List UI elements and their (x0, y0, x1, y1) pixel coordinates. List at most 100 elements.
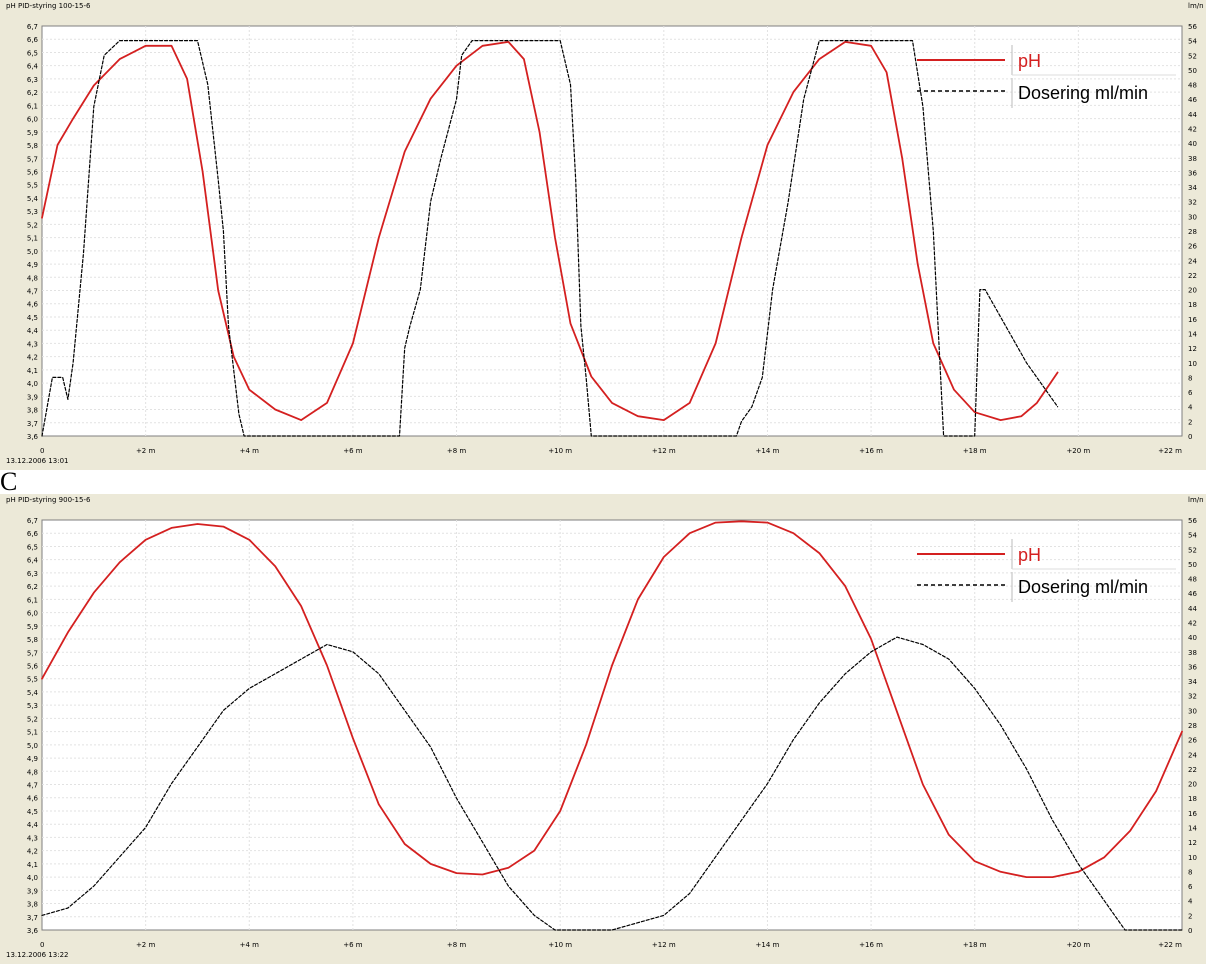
panel-letter: C (0, 467, 18, 496)
x-tick-label: +12 m (652, 941, 676, 949)
y-left-tick-label: 6,6 (27, 36, 39, 44)
y-right-tick-label: 6 (1188, 389, 1193, 397)
y-left-tick-label: 6,5 (27, 543, 38, 551)
y-left-tick-label: 5,9 (27, 623, 38, 631)
y-left-tick-label: 5,1 (27, 729, 38, 737)
x-tick-label: +22 m (1158, 941, 1182, 949)
x-tick-label: +12 m (652, 447, 676, 455)
y-left-tick-label: 5,7 (27, 649, 38, 657)
y-left-tick-label: 6,6 (27, 530, 39, 538)
x-tick-label: +22 m (1158, 447, 1182, 455)
y-left-tick-label: 6,1 (27, 102, 38, 110)
y-right-tick-label: 40 (1188, 634, 1197, 642)
x-tick-label: +16 m (859, 447, 883, 455)
y-left-tick-label: 5,2 (27, 715, 38, 723)
series-ph-line (41, 520, 1183, 879)
y-right-tick-label: 44 (1188, 605, 1197, 613)
x-tick-label: +14 m (756, 447, 780, 455)
y-left-tick-label: 4,0 (27, 874, 38, 882)
y-right-tick-label: 34 (1188, 184, 1197, 192)
y-right-tick-label: 2 (1188, 418, 1192, 426)
x-tick-label: +10 m (548, 447, 572, 455)
y-left-tick-label: 5,4 (27, 689, 39, 697)
y-left-axis-label: pH (6, 2, 16, 10)
series-dosering-line (41, 636, 1183, 931)
plot-area (41, 25, 1183, 437)
y-left-tick-label: 4,1 (27, 861, 38, 869)
plot-area (41, 519, 1183, 931)
x-start-time-label: 13.12.2006 13:22 (6, 951, 68, 959)
y-left-tick-label: 5,7 (27, 155, 38, 163)
y-left-tick-label: 5,9 (27, 129, 38, 137)
x-tick-label: +6 m (343, 447, 363, 455)
x-tick-label: +8 m (447, 941, 467, 949)
y-right-tick-label: 10 (1188, 360, 1197, 368)
y-right-tick-label: 22 (1188, 766, 1197, 774)
y-right-tick-label: 50 (1188, 561, 1197, 569)
y-left-tick-label: 6,7 (27, 23, 38, 31)
y-left-tick-label: 5,3 (27, 208, 38, 216)
x-tick-label: +14 m (756, 941, 780, 949)
y-right-tick-label: 16 (1188, 316, 1197, 324)
y-left-tick-label: 6,3 (27, 570, 38, 578)
y-left-tick-label: 5,4 (27, 195, 39, 203)
y-left-tick-label: 3,8 (27, 407, 38, 415)
chart-title: PID-styring 900-15-6 (18, 496, 91, 504)
y-right-tick-label: 38 (1188, 155, 1197, 163)
y-left-tick-label: 5,6 (27, 168, 39, 176)
y-right-tick-label: 10 (1188, 854, 1197, 862)
chart-svg-bottom: pH PID-styring 900-15-6 lm/n3,63,73,83,94,… (0, 494, 1206, 964)
y-left-tick-label: 4,5 (27, 314, 38, 322)
legend: pH Dosering ml/min (917, 45, 1176, 108)
y-left-tick-label: 4,1 (27, 367, 38, 375)
y-left-tick-label: 4,9 (27, 261, 38, 269)
y-right-tick-label: 36 (1188, 169, 1197, 177)
y-left-tick-label: 3,9 (27, 887, 38, 895)
y-left-tick-label: 5,8 (27, 142, 38, 150)
y-left-tick-label: 3,6 (27, 927, 39, 935)
y-right-tick-label: 54 (1188, 532, 1197, 540)
x-tick-label: +20 m (1066, 447, 1090, 455)
y-right-tick-label: 30 (1188, 707, 1197, 715)
y-right-tick-label: 2 (1188, 912, 1192, 920)
y-left-tick-label: 5,0 (27, 248, 38, 256)
y-left-tick-label: 6,3 (27, 76, 38, 84)
y-left-tick-label: 6,2 (27, 583, 38, 591)
legend-label-dosering: Dosering ml/min (1018, 83, 1148, 103)
legend: pH Dosering ml/min (917, 539, 1176, 602)
y-left-tick-label: 4,6 (27, 795, 39, 803)
y-right-tick-label: 26 (1188, 243, 1197, 251)
x-tick-label: +10 m (548, 941, 572, 949)
y-left-tick-label: 3,7 (27, 420, 38, 428)
legend-label-ph: pH (1018, 51, 1041, 71)
y-right-tick-label: 14 (1188, 825, 1197, 833)
y-left-tick-label: 5,6 (27, 662, 39, 670)
y-right-tick-label: 24 (1188, 751, 1197, 759)
y-right-tick-label: 12 (1188, 345, 1197, 353)
legend-label-ph: pH (1018, 545, 1041, 565)
y-left-tick-label: 4,3 (27, 834, 38, 842)
y-right-tick-label: 42 (1188, 620, 1197, 628)
y-left-tick-label: 5,2 (27, 221, 38, 229)
y-right-tick-label: 42 (1188, 126, 1197, 134)
y-right-axis-label: lm/n (1188, 2, 1204, 10)
y-right-tick-label: 8 (1188, 868, 1192, 876)
y-left-axis-label: pH (6, 496, 16, 504)
y-right-tick-label: 22 (1188, 272, 1197, 280)
y-right-tick-label: 16 (1188, 810, 1197, 818)
y-left-tick-label: 6,2 (27, 89, 38, 97)
y-right-tick-label: 46 (1188, 96, 1197, 104)
y-right-tick-label: 28 (1188, 722, 1197, 730)
y-right-tick-label: 50 (1188, 67, 1197, 75)
y-left-tick-label: 5,1 (27, 235, 38, 243)
y-right-tick-label: 56 (1188, 23, 1197, 31)
x-tick-label: +2 m (136, 447, 156, 455)
y-right-tick-label: 46 (1188, 590, 1197, 598)
y-right-tick-label: 4 (1188, 898, 1193, 906)
y-left-tick-label: 4,9 (27, 755, 38, 763)
x-tick-label: 0 (40, 941, 44, 949)
y-left-tick-label: 4,8 (27, 274, 38, 282)
y-right-tick-label: 44 (1188, 111, 1197, 119)
x-tick-label: +20 m (1066, 941, 1090, 949)
y-left-tick-label: 6,5 (27, 49, 38, 57)
